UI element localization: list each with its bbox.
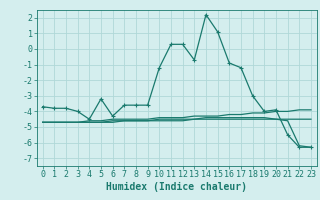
X-axis label: Humidex (Indice chaleur): Humidex (Indice chaleur) [106, 182, 247, 192]
